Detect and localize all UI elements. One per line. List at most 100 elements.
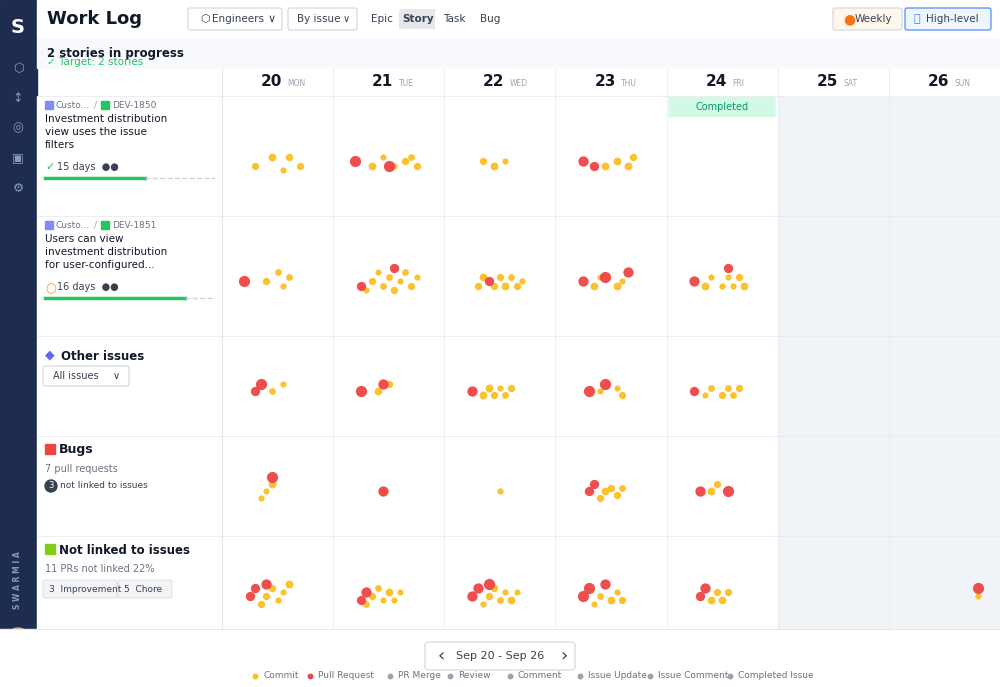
Point (597, 271, 613, 282)
Bar (45, 544, 55, 554)
Bar (222, 68, 1000, 96)
Point (614, 275, 630, 286)
Point (509, 280, 525, 291)
Point (572, 671, 588, 682)
Point (470, 280, 486, 291)
Point (370, 385, 386, 396)
Bar (45, 444, 55, 454)
Text: Comment: Comment (518, 671, 562, 681)
Point (970, 591, 986, 602)
Text: ◆: ◆ (45, 348, 55, 361)
Text: Pull Request: Pull Request (318, 671, 374, 681)
Text: S: S (11, 18, 25, 37)
Point (486, 389, 502, 400)
Point (697, 280, 713, 291)
Text: ○: ○ (45, 282, 56, 295)
Text: PR Merge: PR Merge (398, 671, 441, 681)
Text: Review: Review (458, 671, 490, 681)
Bar (37, 216, 222, 336)
Point (481, 591, 497, 602)
Text: Completed Issue: Completed Issue (738, 671, 814, 681)
Point (392, 587, 408, 598)
Text: DEV-1850: DEV-1850 (112, 100, 156, 109)
Point (586, 280, 602, 291)
Point (442, 671, 458, 682)
Point (736, 280, 752, 291)
Text: ∨: ∨ (343, 14, 350, 24)
Text: Issue Comment: Issue Comment (658, 671, 728, 681)
Point (392, 275, 408, 286)
Text: SUN: SUN (954, 80, 970, 89)
Text: Bug: Bug (480, 14, 500, 24)
Bar (45, 101, 53, 109)
Point (264, 471, 280, 482)
FancyBboxPatch shape (435, 9, 473, 29)
Point (381, 587, 397, 598)
Point (353, 280, 369, 291)
Text: Investment distribution
view uses the issue
filters: Investment distribution view uses the is… (45, 114, 167, 150)
Point (475, 155, 491, 166)
Text: 16 days  ●●: 16 days ●● (57, 282, 119, 292)
Point (697, 389, 713, 400)
Point (497, 155, 513, 166)
Point (714, 280, 730, 291)
Point (370, 583, 386, 594)
Point (592, 385, 608, 396)
Bar (37, 0, 1000, 38)
Point (703, 382, 719, 393)
Point (347, 155, 363, 166)
Text: THU: THU (621, 80, 637, 89)
Text: Commit: Commit (263, 671, 298, 681)
Point (714, 389, 730, 400)
Point (481, 578, 497, 589)
Point (597, 160, 613, 171)
Point (609, 280, 625, 291)
Point (375, 280, 391, 291)
Point (358, 587, 374, 598)
Point (381, 379, 397, 390)
Bar (37, 38, 1000, 68)
Point (275, 379, 291, 390)
Point (358, 598, 374, 609)
Point (486, 280, 502, 291)
Point (731, 382, 747, 393)
Text: /: / (94, 221, 97, 229)
Text: WED: WED (510, 80, 528, 89)
Text: 11 PRs not linked 22%: 11 PRs not linked 22% (45, 564, 154, 574)
Text: 23: 23 (594, 74, 616, 89)
FancyBboxPatch shape (188, 8, 282, 30)
Point (709, 479, 725, 490)
Text: ✓ Target: 2 stories: ✓ Target: 2 stories (47, 57, 143, 67)
Point (253, 598, 269, 609)
Point (514, 275, 530, 286)
FancyBboxPatch shape (399, 9, 437, 29)
Text: Task: Task (443, 14, 465, 24)
Point (475, 271, 491, 282)
Text: 21: 21 (372, 74, 393, 89)
Circle shape (6, 628, 30, 652)
Text: /: / (94, 100, 97, 109)
Point (247, 671, 263, 682)
Text: ✓: ✓ (45, 162, 54, 172)
Point (247, 583, 263, 594)
Text: 3  Improvement: 3 Improvement (49, 585, 121, 594)
FancyBboxPatch shape (833, 8, 902, 30)
Point (720, 382, 736, 393)
Point (592, 591, 608, 602)
Point (703, 271, 719, 282)
Point (470, 583, 486, 594)
Point (614, 594, 630, 605)
Text: MON: MON (288, 80, 306, 89)
Point (692, 591, 708, 602)
Point (247, 160, 263, 171)
Bar (37, 436, 222, 536)
Text: Story: Story (402, 14, 434, 24)
Text: ⬡: ⬡ (13, 62, 23, 74)
Point (364, 275, 380, 286)
Text: Users can view
investment distribution
for user-configured...: Users can view investment distribution f… (45, 234, 167, 271)
Point (609, 489, 625, 500)
Point (686, 275, 702, 286)
Point (242, 591, 258, 602)
Point (475, 598, 491, 609)
Point (375, 151, 391, 162)
